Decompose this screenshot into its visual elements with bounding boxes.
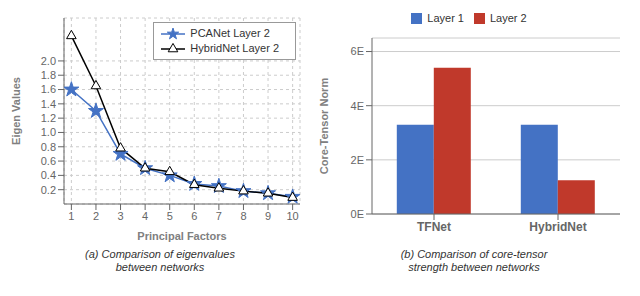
svg-text:Principal Factors: Principal Factors (137, 230, 226, 242)
svg-text:HybridNet: HybridNet (529, 220, 586, 234)
svg-text:8: 8 (240, 210, 246, 222)
svg-text:0.8: 0.8 (41, 141, 56, 153)
svg-text:1.0: 1.0 (41, 126, 56, 138)
svg-text:6E: 6E (351, 45, 364, 57)
svg-text:0E: 0E (351, 208, 364, 220)
svg-text:5: 5 (167, 210, 173, 222)
svg-text:9: 9 (265, 210, 271, 222)
svg-text:4: 4 (142, 210, 148, 222)
svg-text:1.8: 1.8 (41, 69, 56, 81)
html-text:(b) Comparison of core-tensor: (b) Comparison of core-tensor strength b… (400, 248, 548, 273)
svg-text:1.4: 1.4 (41, 98, 56, 110)
html-text:HybridNet Layer 2: HybridNet Layer 2 (190, 42, 279, 54)
svg-text:3: 3 (117, 210, 123, 222)
svg-text:0.4: 0.4 (41, 169, 56, 181)
html-text:(a) Comparison of eigenvalues: (a) Comparison of eigenvalues between ne… (85, 248, 235, 273)
svg-text:4E: 4E (351, 100, 364, 112)
svg-text:1.6: 1.6 (41, 83, 56, 95)
svg-text:10: 10 (287, 210, 299, 222)
svg-text:1.2: 1.2 (41, 112, 56, 124)
svg-text:6: 6 (191, 210, 197, 222)
svg-text:2: 2 (93, 210, 99, 222)
svg-text:1: 1 (68, 210, 74, 222)
html-text:Layer 1: Layer 1 (427, 11, 464, 24)
svg-text:7: 7 (216, 210, 222, 222)
svg-text:2E: 2E (351, 154, 364, 166)
html-text:PCANet Layer 2: PCANet Layer 2 (190, 27, 270, 39)
svg-text:0.2: 0.2 (41, 184, 56, 196)
html-text:Layer 2: Layer 2 (490, 11, 527, 24)
svg-text:Core-Tensor Norm: Core-Tensor Norm (318, 78, 330, 175)
svg-text:TFNet: TFNet (417, 220, 451, 234)
svg-text:Eigen Values: Eigen Values (10, 77, 22, 145)
svg-text:0.6: 0.6 (41, 155, 56, 167)
svg-text:2.0: 2.0 (41, 55, 56, 67)
